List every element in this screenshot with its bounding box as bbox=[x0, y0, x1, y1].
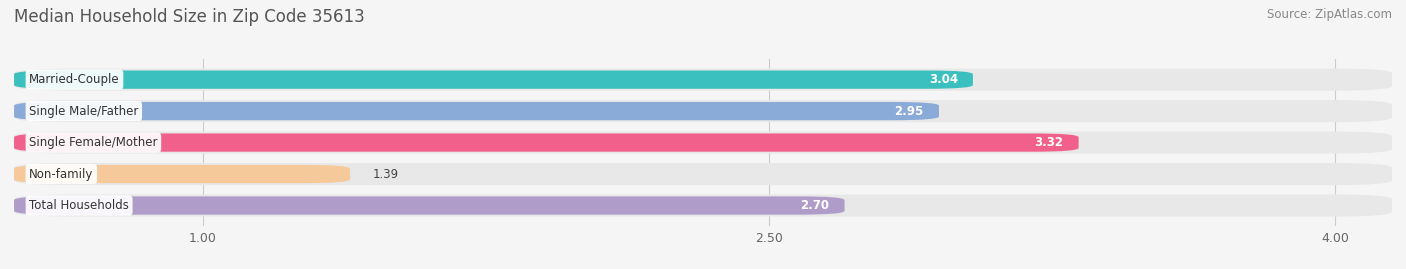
FancyBboxPatch shape bbox=[14, 102, 939, 120]
FancyBboxPatch shape bbox=[14, 194, 1392, 217]
FancyBboxPatch shape bbox=[14, 69, 1392, 91]
FancyBboxPatch shape bbox=[14, 132, 1392, 154]
Text: 1.39: 1.39 bbox=[373, 168, 399, 180]
Text: Source: ZipAtlas.com: Source: ZipAtlas.com bbox=[1267, 8, 1392, 21]
Text: 2.70: 2.70 bbox=[800, 199, 830, 212]
Text: Married-Couple: Married-Couple bbox=[30, 73, 120, 86]
Text: 3.32: 3.32 bbox=[1035, 136, 1063, 149]
FancyBboxPatch shape bbox=[14, 165, 350, 183]
Text: Single Female/Mother: Single Female/Mother bbox=[30, 136, 157, 149]
Text: Total Households: Total Households bbox=[30, 199, 129, 212]
FancyBboxPatch shape bbox=[14, 100, 1392, 122]
Text: Median Household Size in Zip Code 35613: Median Household Size in Zip Code 35613 bbox=[14, 8, 364, 26]
Text: 2.95: 2.95 bbox=[894, 105, 924, 118]
FancyBboxPatch shape bbox=[14, 163, 1392, 185]
FancyBboxPatch shape bbox=[14, 133, 1078, 152]
FancyBboxPatch shape bbox=[14, 196, 845, 215]
FancyBboxPatch shape bbox=[14, 70, 973, 89]
Text: 3.04: 3.04 bbox=[929, 73, 957, 86]
Text: Single Male/Father: Single Male/Father bbox=[30, 105, 139, 118]
Text: Non-family: Non-family bbox=[30, 168, 94, 180]
